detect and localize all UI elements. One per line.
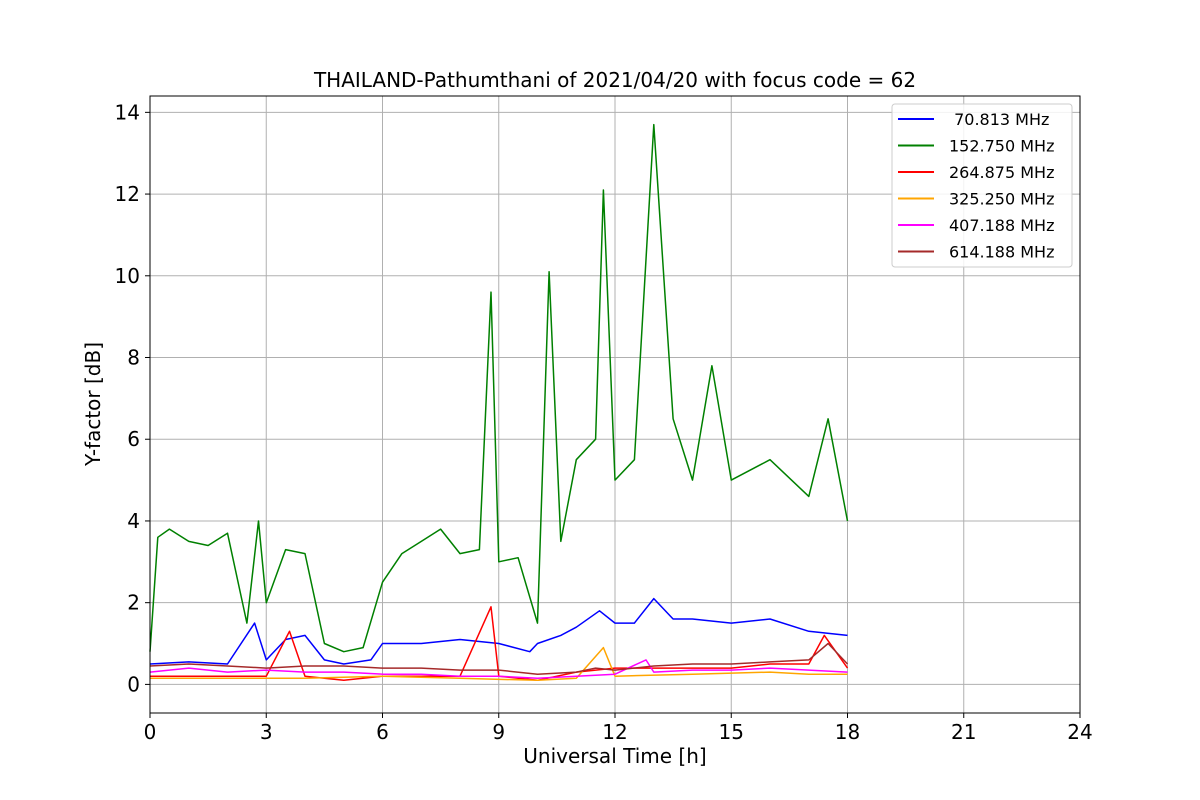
x-tick-label: 15 <box>719 720 744 744</box>
x-tick-label: 21 <box>951 720 976 744</box>
x-tick-label: 18 <box>835 720 860 744</box>
series-line <box>150 606 849 682</box>
legend-label: 325.250 MHz <box>949 190 1054 209</box>
legend: 70.813 MHz 152.750 MHz 264.875 MHz 325.250 … <box>891 103 1073 268</box>
series-group <box>149 123 849 682</box>
x-axis-label: Universal Time [h] <box>523 744 706 768</box>
y-axis: 0 2 4 6 8 10 12 14 <box>115 100 150 696</box>
y-tick-label: 14 <box>115 100 140 124</box>
x-tick-label: 12 <box>602 720 627 744</box>
legend-box <box>891 103 1073 268</box>
y-tick-label: 2 <box>127 591 140 615</box>
x-tick-label: 0 <box>144 720 157 744</box>
x-axis: 0 3 6 9 12 15 18 21 24 <box>144 713 1093 744</box>
x-tick-label: 6 <box>376 720 389 744</box>
series-line <box>149 659 848 680</box>
y-tick-label: 6 <box>127 427 140 451</box>
y-tick-label: 10 <box>115 264 140 288</box>
y-tick-label: 4 <box>127 509 140 533</box>
x-tick-label: 24 <box>1067 720 1092 744</box>
legend-label: 614.188 MHz <box>949 243 1054 262</box>
chart-title: THAILAND-Pathumthani of 2021/04/20 with … <box>313 68 916 92</box>
y-axis-label: Y-factor [dB] <box>81 342 105 467</box>
y-tick-label: 0 <box>127 672 140 696</box>
legend-label: 70.813 MHz <box>949 110 1049 129</box>
series-line <box>149 597 848 665</box>
series-line <box>149 123 849 653</box>
series-line <box>150 646 848 682</box>
x-tick-label: 3 <box>260 720 273 744</box>
legend-label: 152.750 MHz <box>949 137 1054 156</box>
legend-label: 264.875 MHz <box>949 163 1054 182</box>
x-tick-label: 9 <box>492 720 505 744</box>
series-line <box>149 642 849 675</box>
y-tick-label: 12 <box>115 182 140 206</box>
legend-label: 407.188 MHz <box>949 216 1054 235</box>
y-tick-label: 8 <box>127 346 140 370</box>
